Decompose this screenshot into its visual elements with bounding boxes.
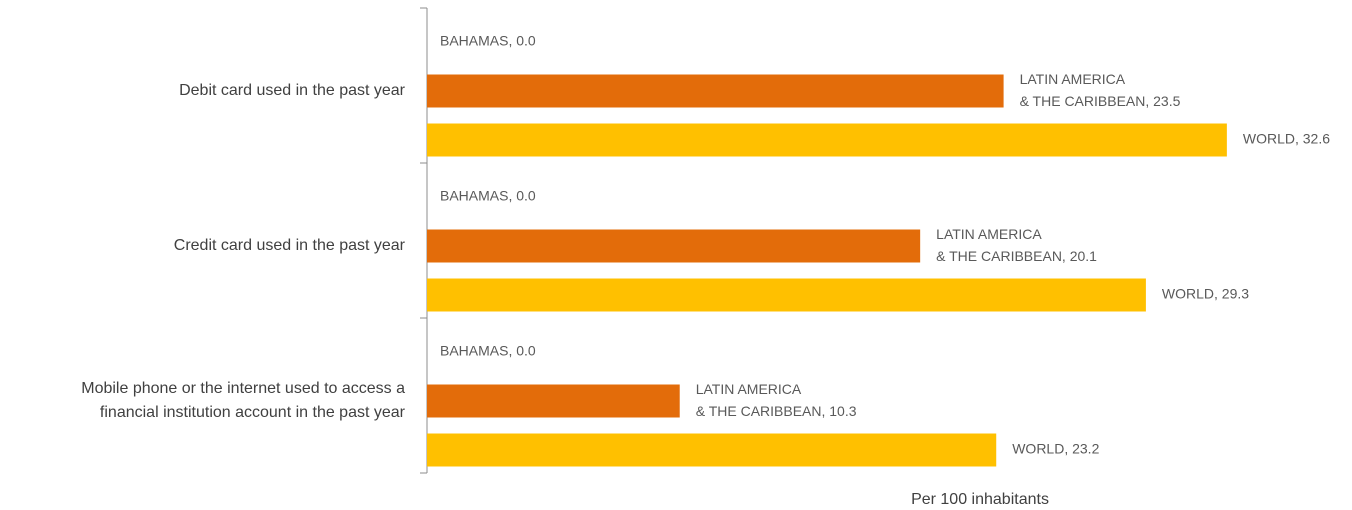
- bar: [427, 74, 1004, 108]
- bar: [427, 278, 1146, 312]
- bar: [427, 229, 921, 263]
- data-label: BAHAMAS, 0.0: [440, 33, 536, 49]
- text-line: & THE CARIBBEAN, 20.1: [936, 248, 1097, 264]
- x-axis-title: Per 100 inhabitants: [911, 491, 1049, 508]
- text-line: LATIN AMERICA: [936, 226, 1042, 242]
- data-label: LATIN AMERICA & THE CARIBBEAN, 23.5: [1020, 71, 1181, 109]
- data-label: WORLD, 29.3: [1162, 286, 1249, 302]
- category-label: Credit card used in the past year: [174, 237, 406, 254]
- data-label: LATIN AMERICA & THE CARIBBEAN, 10.3: [696, 381, 857, 419]
- bar: [427, 384, 680, 418]
- data-label: BAHAMAS, 0.0: [440, 343, 536, 359]
- bar: [427, 433, 997, 467]
- text-line: Mobile phone or the internet used to acc…: [81, 380, 405, 397]
- bar: [427, 123, 1227, 157]
- data-label: LATIN AMERICA & THE CARIBBEAN, 20.1: [936, 226, 1097, 264]
- text-line: LATIN AMERICA: [1020, 71, 1126, 87]
- category-label: Mobile phone or the internet used to acc…: [81, 380, 405, 421]
- text-line: & THE CARIBBEAN, 23.5: [1020, 93, 1181, 109]
- text-line: financial institution account in the pas…: [100, 404, 406, 421]
- data-label: BAHAMAS, 0.0: [440, 188, 536, 204]
- data-label: WORLD, 23.2: [1012, 441, 1099, 457]
- text-line: & THE CARIBBEAN, 10.3: [696, 403, 857, 419]
- text-line: LATIN AMERICA: [696, 381, 802, 397]
- data-label: WORLD, 32.6: [1243, 131, 1330, 147]
- category-label: Debit card used in the past year: [179, 82, 406, 99]
